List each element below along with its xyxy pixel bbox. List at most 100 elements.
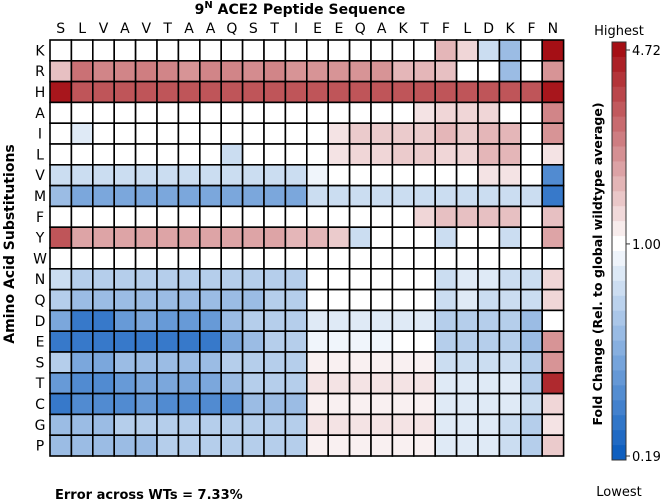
heatmap-cell xyxy=(92,122,116,145)
heatmap-cell xyxy=(541,226,565,249)
heatmap-cell xyxy=(519,288,543,312)
heatmap-cell xyxy=(477,267,501,291)
heatmap-cell xyxy=(434,288,458,312)
heatmap-cell xyxy=(498,205,522,228)
heatmap-cell xyxy=(156,143,180,166)
heatmap-cell xyxy=(305,309,329,332)
heatmap-cell xyxy=(477,371,501,395)
heatmap-cell xyxy=(134,351,158,374)
heatmap-cell xyxy=(327,267,351,291)
heatmap-cell xyxy=(199,80,223,104)
footnote: Error across WTs = 7.33% xyxy=(55,488,243,502)
heatmap-cell xyxy=(220,371,244,395)
heatmap-cell xyxy=(199,143,223,166)
heatmap-cell xyxy=(477,288,501,312)
heatmap-cell xyxy=(220,143,244,166)
heatmap-cell xyxy=(92,247,116,270)
heatmap-cell xyxy=(370,288,394,312)
heatmap-cell xyxy=(49,267,73,291)
heatmap-cell xyxy=(370,184,394,208)
heatmap-cell xyxy=(284,184,308,208)
column-label: N xyxy=(548,21,558,37)
heatmap-cell xyxy=(455,164,479,187)
heatmap-cell xyxy=(327,247,351,270)
heatmap-cell xyxy=(199,205,223,228)
heatmap-cell xyxy=(519,143,543,166)
heatmap-cell xyxy=(156,267,180,291)
colorbar-top-label: Highest xyxy=(594,24,644,39)
heatmap-cell xyxy=(370,371,394,395)
heatmap-cell xyxy=(177,39,201,62)
heatmap-cell xyxy=(284,309,308,332)
heatmap-cell xyxy=(199,226,223,249)
heatmap-cell xyxy=(455,413,479,436)
column-label: D xyxy=(483,21,494,37)
colorbar xyxy=(611,41,627,461)
heatmap-cell xyxy=(305,122,329,145)
heatmap-cell xyxy=(49,164,73,187)
heatmap-cell xyxy=(348,164,372,187)
row-label: W xyxy=(33,251,47,267)
heatmap-cell xyxy=(541,184,565,208)
heatmap-cell xyxy=(434,143,458,166)
heatmap-cell xyxy=(70,434,94,457)
heatmap-cell xyxy=(498,122,522,145)
heatmap-cell xyxy=(541,288,565,312)
heatmap-cell xyxy=(49,247,73,270)
heatmap-cell xyxy=(92,413,116,436)
heatmap-cells xyxy=(49,39,565,457)
heatmap-cell xyxy=(134,101,158,125)
heatmap-cell xyxy=(434,164,458,187)
heatmap-cell xyxy=(370,413,394,436)
heatmap-cell xyxy=(370,39,394,62)
heatmap-cell xyxy=(412,392,436,416)
heatmap-cell xyxy=(477,39,501,62)
heatmap-cell xyxy=(348,288,372,312)
heatmap-cell xyxy=(541,101,565,125)
heatmap-cell xyxy=(391,164,415,187)
heatmap-cell xyxy=(434,122,458,145)
colorbar-band xyxy=(612,221,626,237)
heatmap-cell xyxy=(541,351,565,374)
heatmap-cell xyxy=(199,371,223,395)
heatmap-cell xyxy=(455,122,479,145)
heatmap-cell xyxy=(156,59,180,83)
chart-title: 9N ACE2 Peptide Sequence xyxy=(195,0,406,18)
heatmap-cell xyxy=(49,330,73,353)
heatmap-cell xyxy=(455,351,479,374)
heatmap-cell xyxy=(263,143,287,166)
heatmap-cell xyxy=(49,392,73,416)
heatmap-cell xyxy=(391,247,415,270)
colorbar-title: Fold Change (Rel. to global wildtype ave… xyxy=(590,102,605,425)
colorbar-band xyxy=(612,445,626,461)
heatmap-cell xyxy=(284,330,308,353)
row-label: R xyxy=(35,64,45,80)
heatmap-cell xyxy=(477,164,501,187)
heatmap-cell xyxy=(263,205,287,228)
heatmap-cell xyxy=(477,392,501,416)
heatmap-cell xyxy=(498,351,522,374)
heatmap-cell xyxy=(199,39,223,62)
heatmap-cell xyxy=(391,309,415,332)
heatmap-cell xyxy=(220,267,244,291)
heatmap-cell xyxy=(263,39,287,62)
heatmap-cell xyxy=(177,330,201,353)
heatmap-cell xyxy=(348,371,372,395)
heatmap-cell xyxy=(156,434,180,457)
colorbar-band xyxy=(612,176,626,192)
heatmap-cell xyxy=(541,371,565,395)
heatmap-cell xyxy=(519,351,543,374)
heatmap-cell xyxy=(156,164,180,187)
heatmap-cell xyxy=(241,164,265,187)
heatmap-cell xyxy=(113,101,137,125)
heatmap-cell xyxy=(412,59,436,83)
y-axis-label: Amino Acid Substitutions xyxy=(2,144,18,343)
column-label: A xyxy=(377,21,387,37)
heatmap-cell xyxy=(156,247,180,270)
heatmap-cell xyxy=(519,267,543,291)
column-label: Q xyxy=(355,21,366,37)
colorbar-band xyxy=(612,42,626,58)
heatmap-cell xyxy=(412,247,436,270)
heatmap-cell xyxy=(92,434,116,457)
heatmap-cell xyxy=(92,351,116,374)
